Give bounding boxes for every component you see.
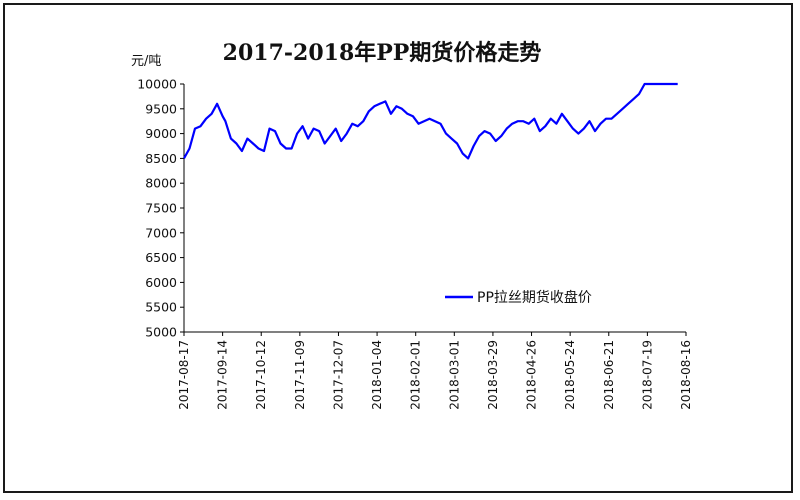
x-tick-label: 2018-03-29 xyxy=(486,340,500,410)
x-tick-label: 2018-06-21 xyxy=(602,340,616,410)
x-tick-label: 2018-08-16 xyxy=(679,340,693,410)
x-tick-label: 2018-02-01 xyxy=(409,340,423,410)
y-axis-unit: 元/吨 xyxy=(131,54,161,69)
legend-label: PP拉丝期货收盘价 xyxy=(477,289,592,306)
plot-area: 5000 5500 6000 6500 7000 7500 8000 8500 9000 9500… xyxy=(137,77,693,410)
series-line xyxy=(183,82,678,160)
y-tick-label: 5500 xyxy=(145,300,177,315)
y-tick-label: 7000 xyxy=(145,225,177,240)
x-tick-label: 2018-04-26 xyxy=(525,340,539,410)
y-tick-label: 10000 xyxy=(137,77,177,92)
chart-frame xyxy=(3,3,793,493)
x-tick-label: 2017-10-12 xyxy=(254,340,268,410)
y-tick-label: 8500 xyxy=(145,151,177,166)
x-tick-label: 2018-03-01 xyxy=(447,340,461,410)
x-tick-label: 2017-12-07 xyxy=(331,340,345,410)
y-tick-label: 7500 xyxy=(145,201,177,216)
y-tick-label: 6500 xyxy=(145,250,177,265)
y-tick-label: 8000 xyxy=(145,176,177,191)
x-tick-label: 2017-08-17 xyxy=(177,340,191,410)
x-tick-label: 2018-01-04 xyxy=(370,340,384,410)
x-tick-label: 2017-09-14 xyxy=(216,340,230,410)
legend: PP拉丝期货收盘价 xyxy=(445,289,592,306)
y-tick-label: 5000 xyxy=(145,325,177,340)
chart-title: 2017-2018年PP期货价格走势 xyxy=(223,40,542,66)
x-tick-label: 2018-05-24 xyxy=(563,340,577,410)
y-tick-label: 9500 xyxy=(145,101,177,116)
x-tick-label: 2018-07-19 xyxy=(640,340,654,410)
y-tick-label: 9000 xyxy=(145,126,177,141)
y-tick-label: 6000 xyxy=(145,275,177,290)
x-tick-label: 2017-11-09 xyxy=(293,340,307,410)
